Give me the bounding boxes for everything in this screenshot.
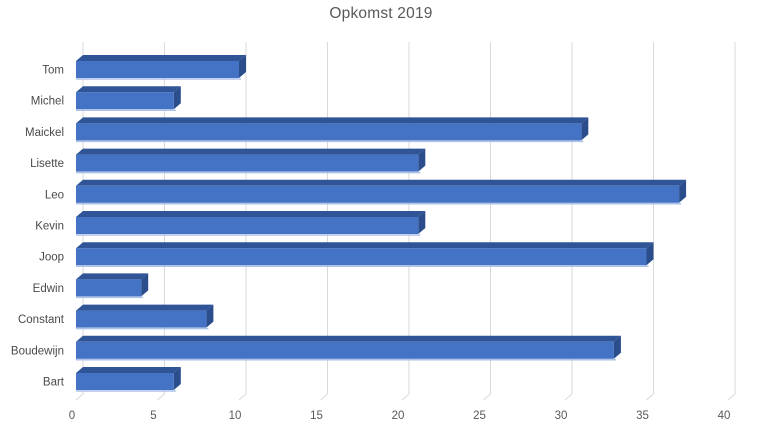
bar bbox=[76, 279, 142, 297]
category-label: Edwin bbox=[33, 283, 64, 295]
bar bbox=[76, 123, 582, 141]
bar bbox=[76, 373, 174, 390]
x-tick-label: 10 bbox=[229, 410, 242, 422]
category-label: Bart bbox=[43, 377, 65, 389]
bar-end-face bbox=[418, 211, 426, 234]
bar-top-face bbox=[76, 211, 426, 217]
x-tick-label: 25 bbox=[473, 410, 486, 422]
category-label: Leo bbox=[45, 189, 64, 201]
floor-tick bbox=[727, 393, 736, 401]
x-tick-label: 30 bbox=[555, 410, 568, 422]
floor-tick bbox=[75, 393, 84, 401]
floor-tick bbox=[564, 393, 573, 401]
bar-top-face bbox=[76, 335, 621, 342]
bar-top-face bbox=[76, 86, 181, 93]
bar bbox=[76, 217, 419, 234]
x-tick-label: 0 bbox=[69, 410, 75, 422]
x-tick-label: 5 bbox=[150, 410, 156, 422]
bar-top-face bbox=[76, 304, 214, 311]
category-label: Joop bbox=[39, 252, 64, 264]
bar-top-face bbox=[76, 117, 589, 124]
bar-top-face bbox=[76, 273, 149, 280]
bar bbox=[76, 185, 680, 203]
x-tick-label: 20 bbox=[392, 410, 405, 422]
bar-top-face bbox=[76, 242, 654, 249]
x-tick-label: 35 bbox=[636, 410, 649, 422]
bar-end-face bbox=[679, 179, 687, 203]
floor-tick bbox=[238, 393, 247, 401]
x-tick-label: 15 bbox=[310, 410, 323, 422]
floor-tick bbox=[320, 393, 328, 401]
category-label: Lisette bbox=[30, 158, 64, 170]
bar-end-face bbox=[613, 335, 621, 359]
bar bbox=[76, 61, 239, 78]
category-label: Constant bbox=[18, 314, 65, 326]
floor-tick bbox=[401, 393, 410, 401]
bar bbox=[76, 341, 614, 359]
bar-end-face bbox=[141, 273, 149, 297]
floor-tick bbox=[483, 393, 491, 401]
bar bbox=[76, 92, 174, 110]
bar-end-face bbox=[173, 86, 181, 110]
category-label: Tom bbox=[42, 65, 64, 77]
bar-top-face bbox=[76, 367, 181, 373]
category-label: Maickel bbox=[25, 127, 64, 139]
x-tick-label: 40 bbox=[718, 410, 731, 422]
bar-top-face bbox=[76, 148, 426, 155]
bar-end-face bbox=[239, 55, 246, 78]
bar bbox=[76, 248, 647, 266]
bar-end-face bbox=[646, 242, 654, 266]
bar-end-face bbox=[418, 148, 426, 172]
bar-end-face bbox=[581, 117, 589, 141]
bar-top-face bbox=[76, 55, 246, 61]
bar-top-face bbox=[76, 179, 687, 186]
bar bbox=[76, 310, 207, 328]
bar bbox=[76, 154, 419, 172]
category-label: Kevin bbox=[35, 221, 64, 233]
floor-tick bbox=[646, 393, 654, 401]
chart-title: Opkomst 2019 bbox=[329, 5, 433, 22]
category-label: Boudewijn bbox=[11, 345, 64, 357]
category-label: Michel bbox=[31, 96, 64, 108]
floor-tick bbox=[157, 393, 165, 401]
bar-end-face bbox=[206, 304, 214, 328]
bar-end-face bbox=[173, 367, 181, 390]
